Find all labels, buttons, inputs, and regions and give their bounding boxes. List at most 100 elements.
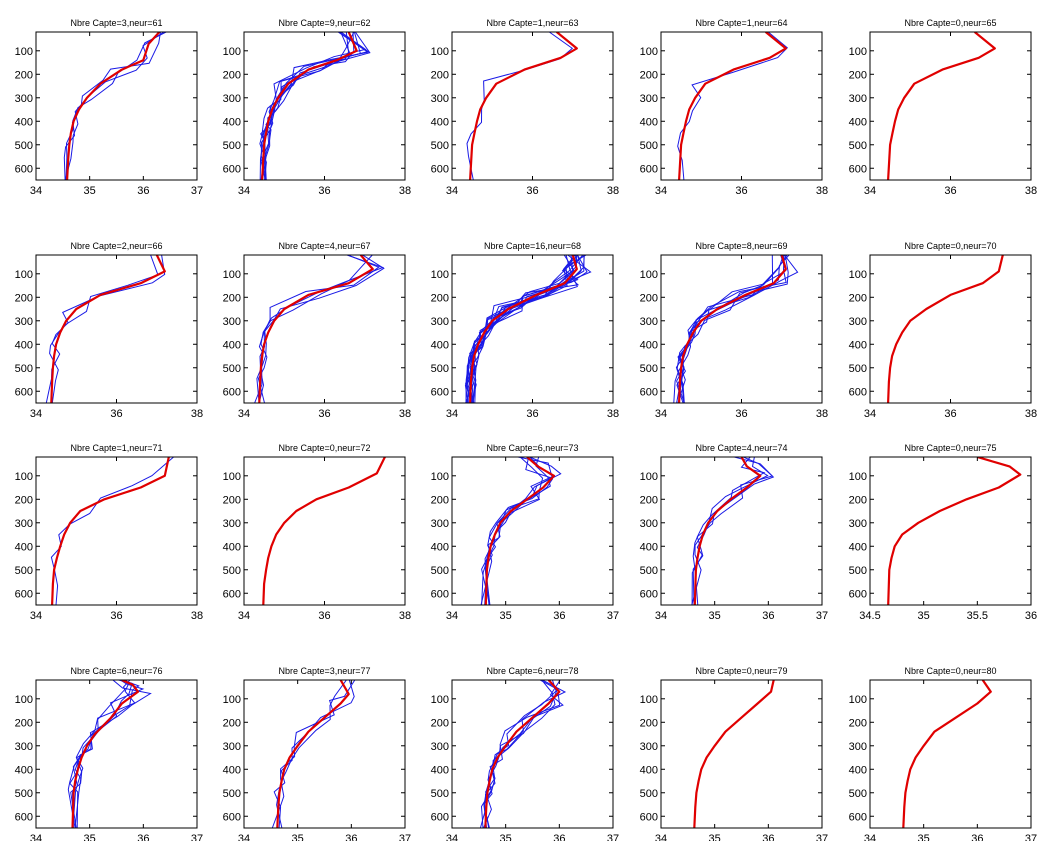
red-profile-line [66, 32, 161, 180]
x-tick-label: 37 [191, 833, 203, 841]
blue-profile-line [484, 457, 553, 605]
x-tick-label: 34 [446, 185, 458, 197]
plot-area [887, 457, 1022, 605]
red-profile-line [469, 32, 578, 180]
subplot-7: Nbre Capte=4,neur=67 100 200 300 400 500 600 34… [223, 241, 411, 420]
plot-area [691, 457, 775, 605]
x-tick-label: 34 [30, 185, 42, 197]
y-tick-label: 300 [431, 316, 449, 328]
subplot-title: Nbre Capte=1,neur=71 [70, 443, 162, 453]
y-tick-label: 400 [849, 541, 867, 553]
x-tick-label: 34 [655, 610, 667, 622]
x-tick-label: 36 [137, 833, 149, 841]
blue-profile-line [50, 457, 174, 605]
subplot-10: Nbre Capte=0,neur=70 100 200 300 400 500 600 34… [849, 241, 1037, 420]
axes-frame [660, 456, 823, 606]
y-tick-label: 400 [223, 541, 241, 553]
y-tick-label: 600 [431, 811, 449, 823]
y-tick-label: 300 [640, 93, 658, 105]
red-profile-line [469, 255, 578, 403]
x-tick-label: 34 [446, 408, 458, 420]
x-tick-label: 38 [607, 185, 619, 197]
blue-profile-line [480, 457, 562, 605]
y-tick-label: 300 [15, 518, 33, 530]
y-tick-label: 400 [223, 764, 241, 776]
x-tick-label: 36 [526, 185, 538, 197]
red-profile-line [693, 680, 775, 828]
y-tick-label: 200 [849, 292, 867, 304]
x-tick-label: 35 [500, 610, 512, 622]
subplot-title: Nbre Capte=6,neur=73 [486, 443, 578, 453]
subplot-5: Nbre Capte=0,neur=65 100 200 300 400 500 600 34… [849, 18, 1037, 197]
subplot-title: Nbre Capte=3,neur=77 [278, 666, 370, 676]
x-tick-label: 36 [110, 408, 122, 420]
y-tick-label: 400 [15, 541, 33, 553]
axes-frame [35, 679, 198, 829]
x-tick-label: 34 [864, 833, 876, 841]
y-tick-label: 500 [223, 565, 241, 577]
x-tick-label: 38 [607, 408, 619, 420]
x-tick-label: 36 [762, 610, 774, 622]
red-profile-line [693, 457, 762, 605]
x-tick-label: 36 [137, 185, 149, 197]
y-tick-label: 600 [640, 588, 658, 600]
axes-frame [869, 31, 1032, 181]
plot-area [464, 255, 592, 403]
y-tick-label: 400 [15, 339, 33, 351]
y-tick-label: 500 [849, 363, 867, 375]
x-tick-label: 34 [238, 610, 250, 622]
axes-frame [451, 456, 614, 606]
x-tick-label: 37 [607, 833, 619, 841]
blue-profile-line [676, 255, 773, 403]
blue-profile-line [677, 255, 784, 403]
x-tick-label: 35 [918, 833, 930, 841]
plot-area [63, 32, 167, 180]
y-tick-label: 600 [849, 588, 867, 600]
blue-profile-line [483, 680, 557, 828]
x-tick-label: 37 [399, 833, 411, 841]
subplot-2: Nbre Capte=9,neur=62 100 200 300 400 500 600 34… [223, 18, 411, 197]
subplot-8: Nbre Capte=16,neur=68 100 200 300 400 500 600 3… [431, 241, 619, 420]
y-tick-label: 500 [431, 565, 449, 577]
y-tick-label: 500 [223, 363, 241, 375]
y-tick-label: 400 [640, 541, 658, 553]
y-tick-label: 100 [640, 269, 658, 281]
axes-frame [35, 456, 198, 606]
y-tick-label: 500 [640, 363, 658, 375]
x-tick-label: 36 [553, 833, 565, 841]
y-tick-label: 200 [431, 494, 449, 506]
y-tick-label: 300 [223, 741, 241, 753]
x-tick-label: 37 [191, 185, 203, 197]
x-tick-label: 34 [446, 833, 458, 841]
y-tick-label: 300 [849, 741, 867, 753]
y-tick-label: 500 [431, 363, 449, 375]
x-tick-label: 34 [864, 185, 876, 197]
subplot-20: Nbre Capte=0,neur=80 100 200 300 400 500 600 34… [849, 666, 1037, 841]
y-tick-label: 200 [640, 494, 658, 506]
x-tick-label: 34 [655, 185, 667, 197]
subplot-title: Nbre Capte=0,neur=79 [695, 666, 787, 676]
y-tick-label: 100 [15, 46, 33, 58]
subplot-title: Nbre Capte=0,neur=65 [904, 18, 996, 28]
y-tick-label: 300 [431, 93, 449, 105]
y-tick-label: 600 [849, 386, 867, 398]
y-tick-label: 200 [15, 494, 33, 506]
blue-profile-line [260, 32, 371, 180]
blue-profile-line [257, 255, 373, 403]
y-tick-label: 400 [640, 339, 658, 351]
y-tick-label: 400 [640, 764, 658, 776]
axes-frame [869, 456, 1032, 606]
plot-area [45, 255, 166, 403]
y-tick-label: 100 [640, 471, 658, 483]
blue-profile-line [45, 255, 166, 403]
y-tick-label: 400 [223, 116, 241, 128]
y-tick-label: 300 [223, 316, 241, 328]
x-tick-label: 35 [918, 610, 930, 622]
y-tick-label: 200 [431, 69, 449, 81]
y-tick-label: 100 [223, 694, 241, 706]
plot-area [50, 457, 174, 605]
subplot-title: Nbre Capte=1,neur=63 [486, 18, 578, 28]
x-tick-label: 36 [318, 610, 330, 622]
plot-area [673, 255, 799, 403]
y-tick-label: 500 [223, 140, 241, 152]
